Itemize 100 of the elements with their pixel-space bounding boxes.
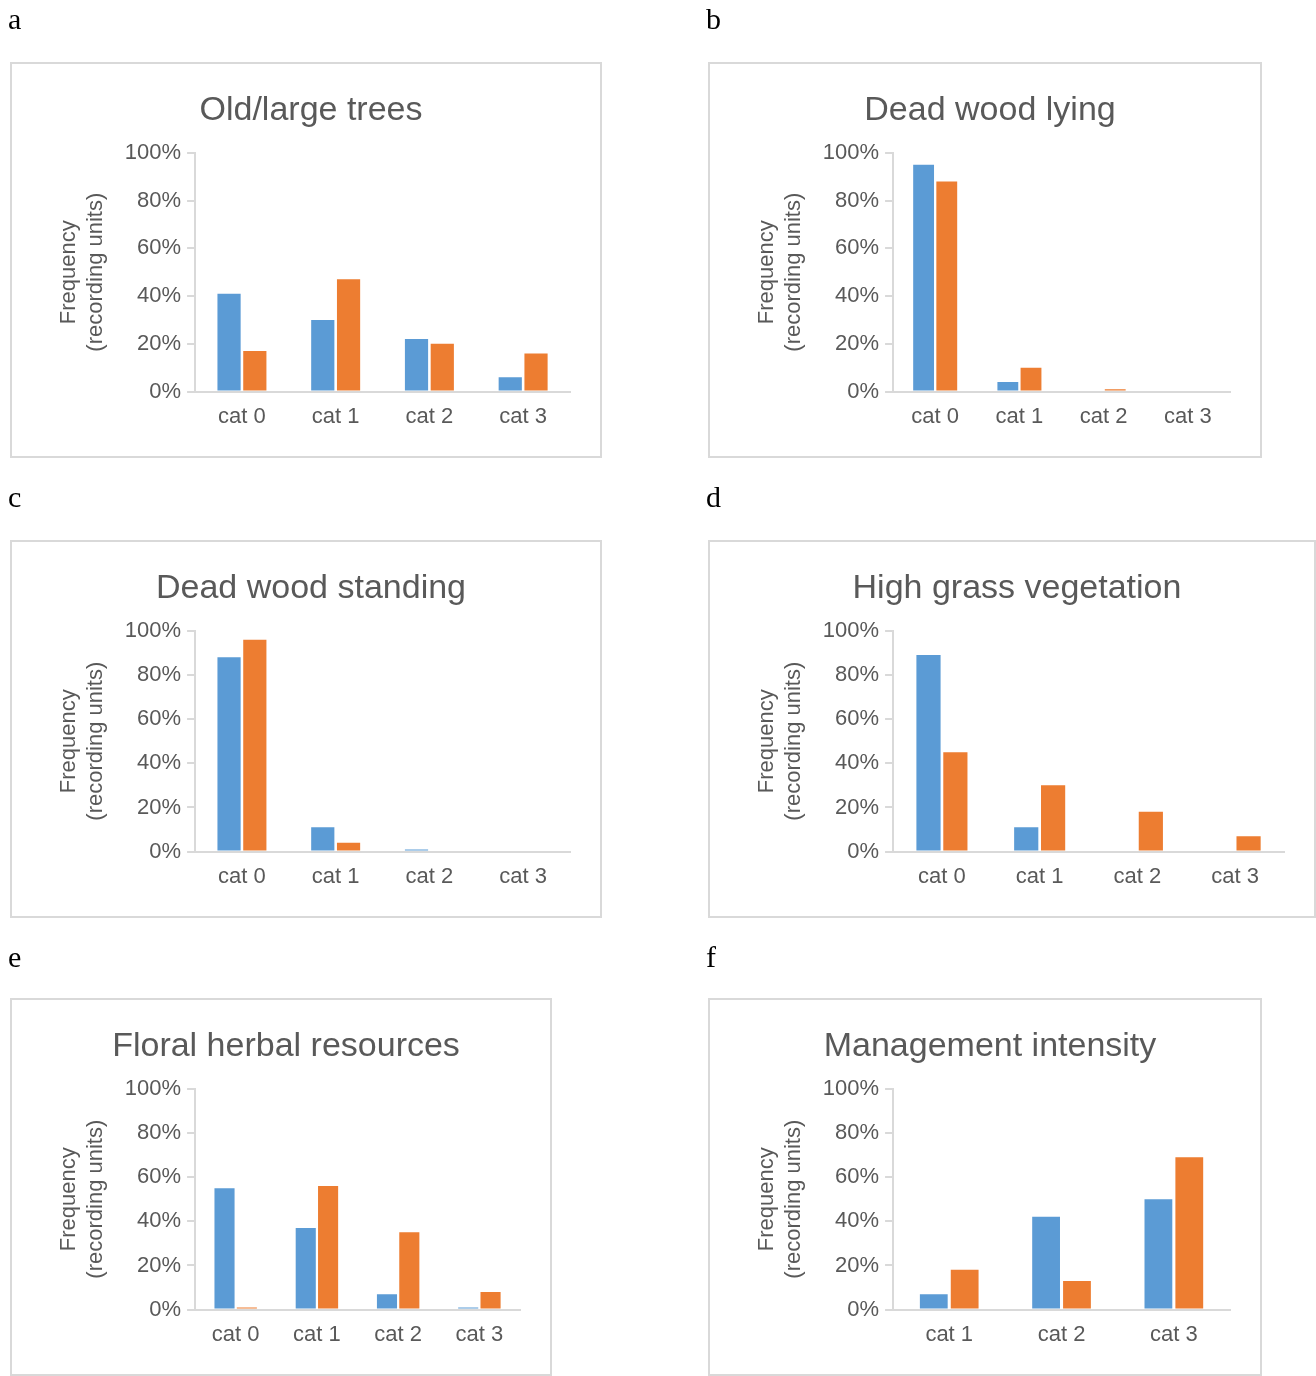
x-tick-label: cat 1 [311,862,360,888]
y-tick-label: 100% [124,1074,182,1100]
bar [480,1291,501,1309]
y-tick-label: 40% [137,1207,182,1233]
chart-title: High grass vegetation [852,566,1182,605]
x-tick-label: cat 2 [405,862,454,888]
bar [318,1185,339,1309]
text: a [8,2,22,36]
bar [1175,1157,1204,1309]
y-tick-label: 40% [835,1207,880,1233]
bar [311,827,335,851]
bar [336,842,361,851]
bar [217,293,241,391]
chart-title: Dead wood lying [864,88,1116,127]
y-tick-label: 60% [835,234,880,260]
y-tick-label: 100% [822,1074,880,1100]
x-tick-label: cat 3 [499,862,547,888]
x-tick-label: cat 3 [1211,862,1259,888]
x-tick-label: cat 1 [995,402,1044,428]
y-axis-title: Frequency (recording units) [55,661,107,821]
x-tick-label: cat 0 [911,402,960,428]
x-tick-label: cat 1 [925,1320,974,1346]
y-tick-label: 20% [137,329,182,355]
y-tick-label: 20% [835,793,880,819]
y-tick-label: 60% [137,234,182,260]
bar [404,339,429,391]
y-axis-title: Frequency (recording units) [753,661,805,821]
bar [913,164,935,391]
y-tick-label: 0% [847,1295,880,1321]
bar [1041,785,1066,851]
y-axis-title: Frequency (recording units) [753,192,805,352]
bar [1236,836,1261,851]
bar [1020,367,1042,391]
bar [399,1232,420,1309]
text: f [706,940,716,974]
chart-title: Dead wood standing [155,566,467,605]
y-tick-label: 20% [137,1251,182,1277]
bar [1138,811,1163,851]
text: d [706,480,721,514]
bar [1032,1216,1060,1309]
y-tick-label: 100% [822,138,880,164]
y-tick-label: 0% [149,377,182,403]
y-axis-title: Frequency (recording units) [55,192,107,352]
text: c [8,480,22,514]
y-tick-label: 80% [835,186,880,212]
bar [243,351,267,391]
text: e [8,940,22,974]
text: b [706,2,721,36]
y-tick-label: 60% [835,1163,880,1189]
x-tick-label: cat 2 [1113,862,1162,888]
x-tick-label: cat 3 [455,1320,504,1346]
bar [1144,1199,1173,1309]
y-tick-label: 80% [835,1119,880,1145]
x-tick-label: cat 2 [405,402,454,428]
bar [243,639,267,851]
y-tick-label: 40% [835,749,880,775]
y-axis-title: Frequency (recording units) [753,1119,805,1279]
y-tick-label: 40% [137,282,182,308]
chart-title: Old/large trees [199,88,423,127]
x-tick-label: cat 0 [218,402,266,428]
x-tick-label: cat 1 [293,1320,341,1346]
bar [936,181,958,391]
y-tick-label: 80% [137,1119,182,1145]
chart-title: Management intensity [823,1024,1157,1063]
y-tick-label: 0% [149,1295,182,1321]
bar [311,319,335,391]
x-tick-label: cat 3 [1149,1320,1198,1346]
x-tick-label: cat 3 [499,402,547,428]
x-tick-label: cat 3 [1164,402,1212,428]
bar [524,353,548,391]
bar [498,377,522,391]
y-axis-title: Frequency (recording units) [55,1119,107,1279]
y-tick-label: 100% [124,616,182,642]
bar [430,343,454,391]
bar [376,1294,398,1309]
bar [1063,1280,1091,1309]
y-tick-label: 80% [137,661,182,687]
y-tick-label: 100% [822,616,880,642]
bar [919,1294,948,1309]
bar [336,279,361,391]
x-tick-label: cat 2 [374,1320,422,1346]
bar [943,752,968,851]
y-tick-label: 80% [137,186,182,212]
bar [997,382,1019,391]
y-tick-label: 20% [137,793,182,819]
y-tick-label: 20% [835,329,880,355]
x-tick-label: cat 2 [1037,1320,1086,1346]
y-tick-label: 40% [137,749,182,775]
x-tick-label: cat 1 [1015,862,1064,888]
x-tick-label: cat 2 [1079,402,1128,428]
bar [950,1269,979,1309]
chart-title: Floral herbal resources [112,1024,460,1063]
y-tick-label: 0% [149,837,182,863]
y-tick-label: 80% [835,661,880,687]
x-tick-label: cat 0 [918,862,966,888]
y-tick-label: 60% [137,705,182,731]
y-tick-label: 0% [847,837,880,863]
y-tick-label: 20% [835,1251,880,1277]
bar [1014,827,1039,851]
y-tick-label: 0% [847,377,880,403]
